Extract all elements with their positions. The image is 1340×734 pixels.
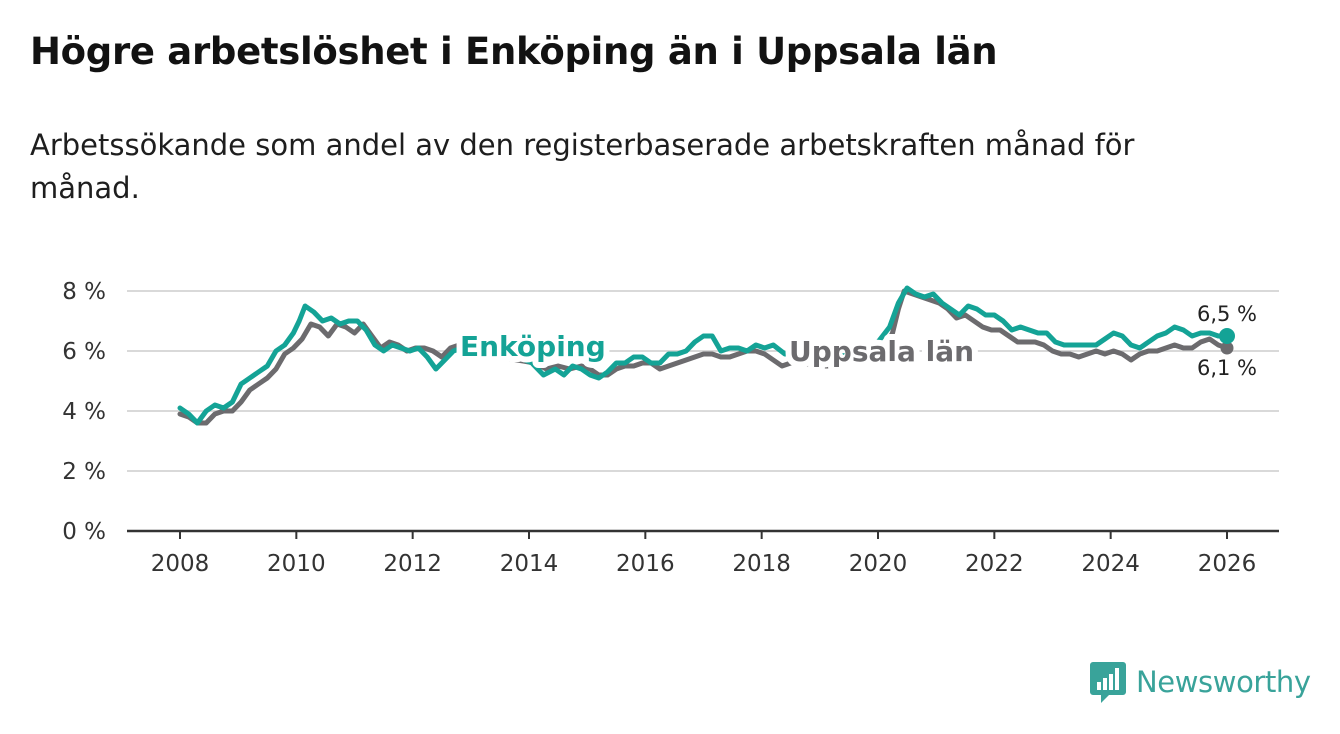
newsworthy-logo[interactable]: Newsworthy: [1089, 660, 1311, 704]
y-tick-label: 2 %: [62, 459, 106, 485]
chart-subtitle: Arbetssökande som andel av den registerb…: [30, 128, 1135, 205]
x-tick-label: 2014: [500, 551, 559, 577]
x-tick-label: 2012: [383, 551, 442, 577]
x-tick-label: 2020: [849, 551, 908, 577]
brand-name: Newsworthy: [1136, 665, 1311, 699]
bar-chart-icon: [1090, 662, 1126, 703]
uppsala-line: [177, 288, 1230, 426]
x-tick-label: 2010: [267, 551, 326, 577]
x-tick-label: 2026: [1198, 551, 1257, 577]
y-tick-label: 8 %: [62, 279, 106, 305]
series-lines: [177, 285, 1230, 426]
y-tick-label: 0 %: [62, 519, 106, 545]
enkoping-end-label: 6,5 %: [1197, 302, 1257, 326]
x-tick-label: 2022: [965, 551, 1024, 577]
uppsala-end-label: 6,1 %: [1197, 356, 1257, 380]
series-labels: 6,1 % 6,5 % Uppsala län Enköping: [454, 302, 1257, 380]
x-tick-label: 2018: [732, 551, 791, 577]
uppsala-end-point: [1220, 341, 1234, 355]
y-tick-label: 6 %: [62, 339, 106, 365]
enkoping-end-point: [1219, 328, 1235, 344]
x-tick-label: 2024: [1081, 551, 1140, 577]
enkoping-line: [177, 285, 1230, 426]
x-tick-label: 2008: [151, 551, 210, 577]
uppsala-series-label: Uppsala län: [789, 335, 974, 368]
chart-title: Högre arbetslöshet i Enköping än i Uppsa…: [30, 30, 998, 73]
y-axis-ticks: 0 % 2 % 4 % 6 % 8 %: [62, 279, 106, 545]
x-axis-ticks: 2008 2010 2012 2014 2016 2018 2020 2022 2024 2026: [151, 531, 1257, 577]
gridlines: [127, 290, 1279, 533]
y-tick-label: 4 %: [62, 399, 106, 425]
enkoping-series-label: Enköping: [460, 330, 606, 363]
x-tick-label: 2016: [616, 551, 675, 577]
